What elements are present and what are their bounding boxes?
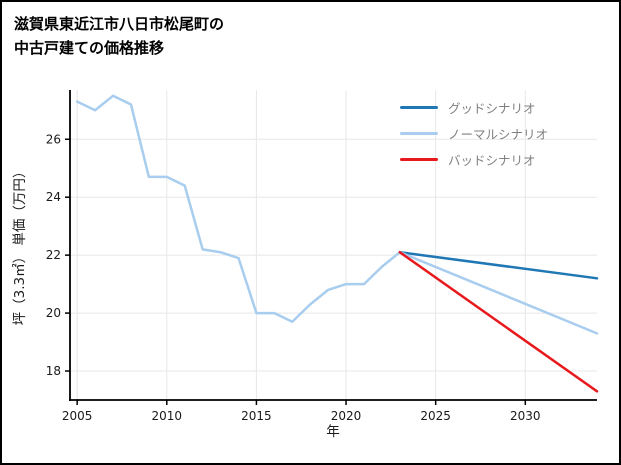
svg-text:2020: 2020 [331, 409, 362, 423]
svg-text:2005: 2005 [62, 409, 93, 423]
legend-label-good: グッドシナリオ [448, 100, 536, 116]
legend-line-good-icon [400, 105, 438, 109]
legend-item-normal-scenario: ノーマルシナリオ [400, 120, 548, 146]
svg-text:2010: 2010 [152, 409, 183, 423]
legend: グッドシナリオ ノーマルシナリオ バッドシナリオ [400, 94, 548, 172]
svg-text:2015: 2015 [241, 409, 272, 423]
svg-text:18: 18 [46, 364, 61, 378]
svg-text:20: 20 [46, 306, 61, 320]
legend-label-normal: ノーマルシナリオ [448, 126, 549, 142]
svg-text:2030: 2030 [510, 409, 541, 423]
svg-text:2025: 2025 [420, 409, 451, 423]
legend-line-normal-icon [400, 131, 438, 135]
page-title-line1: 滋賀県東近江市八日市松尾町の [14, 15, 225, 33]
page-title: 滋賀県東近江市八日市松尾町の 中古戸建ての価格推移 [14, 12, 224, 60]
legend-line-bad-icon [400, 157, 438, 161]
x-axis-label: 年 [326, 424, 340, 440]
svg-text:22: 22 [46, 248, 61, 262]
svg-text:24: 24 [46, 190, 61, 204]
y-axis-label: 坪（3.3㎡） 単価（万円） [12, 164, 28, 326]
svg-text:26: 26 [46, 132, 61, 146]
page-title-line2: 中古戸建ての価格推移 [14, 39, 165, 57]
legend-item-good-scenario: グッドシナリオ [400, 94, 548, 120]
legend-item-bad-scenario: バッドシナリオ [400, 146, 548, 172]
legend-label-bad: バッドシナリオ [448, 152, 536, 168]
